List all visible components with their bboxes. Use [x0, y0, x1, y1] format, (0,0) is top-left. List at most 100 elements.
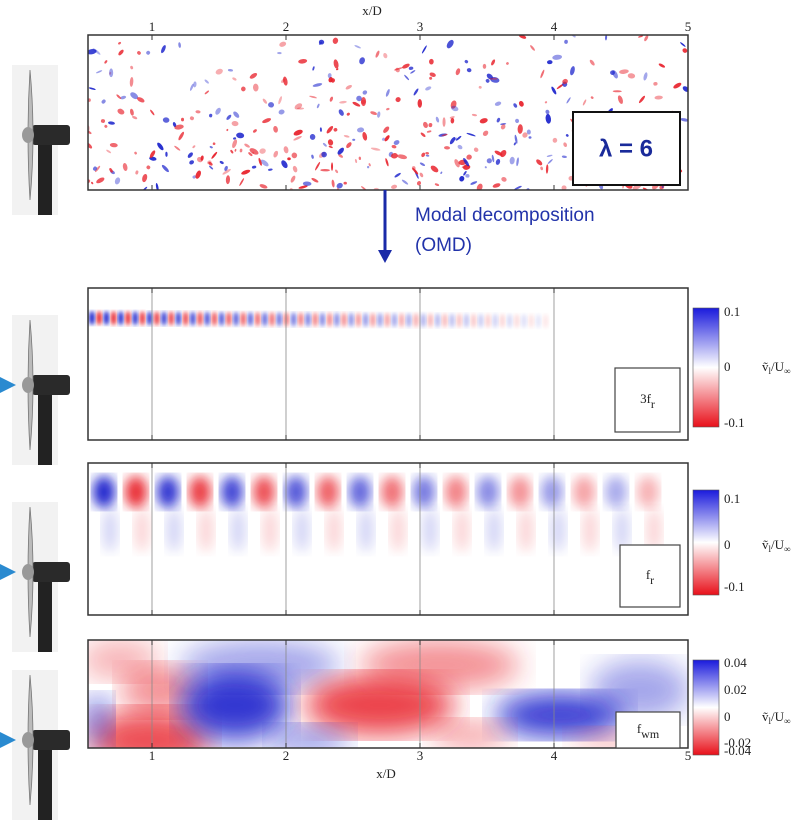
colorbar-label: ṽl/U∞	[762, 359, 790, 376]
flow-blob	[88, 695, 113, 745]
vortex	[239, 148, 243, 153]
wave-lobe	[434, 313, 441, 328]
vortex	[192, 175, 197, 179]
vortex	[454, 159, 460, 168]
mode-label-main: 3f	[640, 391, 652, 406]
vortex	[561, 155, 567, 159]
wave-lobe	[182, 311, 189, 326]
vortex	[236, 132, 245, 139]
vortex	[296, 107, 305, 110]
vortex	[326, 125, 334, 134]
lambda-label: λ = 6	[599, 135, 653, 162]
vortex	[377, 111, 381, 118]
wave-lobe	[405, 313, 412, 328]
vortex	[416, 181, 422, 186]
vortex	[513, 103, 518, 108]
vortex	[162, 117, 170, 123]
vortex	[562, 78, 568, 85]
vortex	[327, 139, 334, 146]
vortex	[494, 101, 502, 106]
vortex	[174, 145, 181, 151]
vortex	[612, 70, 618, 79]
wave-lobe	[477, 313, 484, 328]
vortex	[244, 143, 250, 148]
vortex	[209, 113, 213, 118]
vortex	[492, 183, 501, 188]
vortex	[429, 76, 433, 80]
vortex	[489, 77, 498, 80]
vortex	[258, 157, 262, 166]
vortex	[283, 76, 288, 86]
vortex	[370, 111, 378, 116]
vortex	[386, 107, 390, 111]
wave-lobe	[369, 312, 376, 327]
colorbar-label-part: ṽ	[762, 709, 769, 724]
vortex	[232, 77, 237, 81]
vortex	[385, 89, 390, 97]
x-axis-label: x/D	[376, 766, 396, 781]
wave-lobe	[420, 313, 427, 328]
colorbar-label-part: /U	[771, 359, 785, 374]
wave-lobe	[509, 476, 531, 508]
vortex	[251, 165, 257, 169]
wave-lobe	[269, 312, 275, 327]
vortex	[239, 178, 245, 186]
vortex	[638, 35, 644, 38]
colorbar-tick-label: 0.04	[724, 655, 747, 670]
vortex	[253, 129, 257, 133]
vortex	[118, 41, 122, 45]
vortex	[335, 169, 339, 174]
vortex	[465, 174, 470, 178]
wave-lobe	[384, 313, 391, 328]
vortex	[354, 45, 361, 49]
flow-blob	[120, 665, 200, 715]
vortex	[293, 129, 303, 136]
turbine-tower	[38, 572, 52, 652]
wave-lobe	[398, 313, 405, 328]
vortex	[547, 60, 553, 65]
colorbar-tick-label: -0.1	[724, 579, 745, 594]
vortex	[212, 142, 216, 146]
vortex	[222, 168, 231, 175]
vortex	[545, 113, 552, 124]
vortex	[230, 149, 234, 154]
wave-tail	[454, 508, 470, 552]
colorbar-label: ṽl/U∞	[762, 537, 790, 554]
wave-tail	[102, 508, 118, 552]
vortex	[434, 183, 440, 186]
vortex	[408, 66, 414, 70]
vortex	[116, 94, 122, 100]
vortex	[375, 50, 380, 58]
wave-tail	[550, 508, 566, 552]
vortex	[279, 41, 287, 47]
vortex	[94, 165, 101, 173]
vortex	[425, 152, 430, 155]
vortex	[426, 130, 432, 133]
flow-blob	[180, 640, 340, 690]
wave-lobe	[456, 313, 463, 328]
vortex	[109, 168, 113, 173]
x-tick-label: 3	[417, 748, 424, 763]
turbine-icon	[0, 670, 70, 820]
vortex	[106, 149, 112, 154]
vortex	[494, 150, 503, 156]
wave-lobe	[253, 476, 275, 508]
vortex	[526, 129, 531, 135]
wave-lobe	[427, 313, 434, 328]
vortex	[413, 88, 419, 96]
vortex	[680, 118, 688, 122]
vortex	[425, 86, 432, 91]
vortex	[262, 118, 272, 124]
colorbar-label-part: l	[769, 544, 772, 554]
flow-blob	[88, 640, 160, 680]
vortex	[209, 165, 214, 170]
vortex	[204, 90, 210, 95]
wave-lobe	[189, 311, 196, 326]
colorbar-label-part: l	[769, 716, 772, 726]
vortex	[234, 148, 237, 152]
colorbar-label: ṽl/U∞	[762, 709, 790, 726]
vortex	[330, 78, 335, 83]
vortex	[322, 143, 327, 147]
vortex	[174, 124, 184, 130]
turbine-tower	[38, 740, 52, 820]
